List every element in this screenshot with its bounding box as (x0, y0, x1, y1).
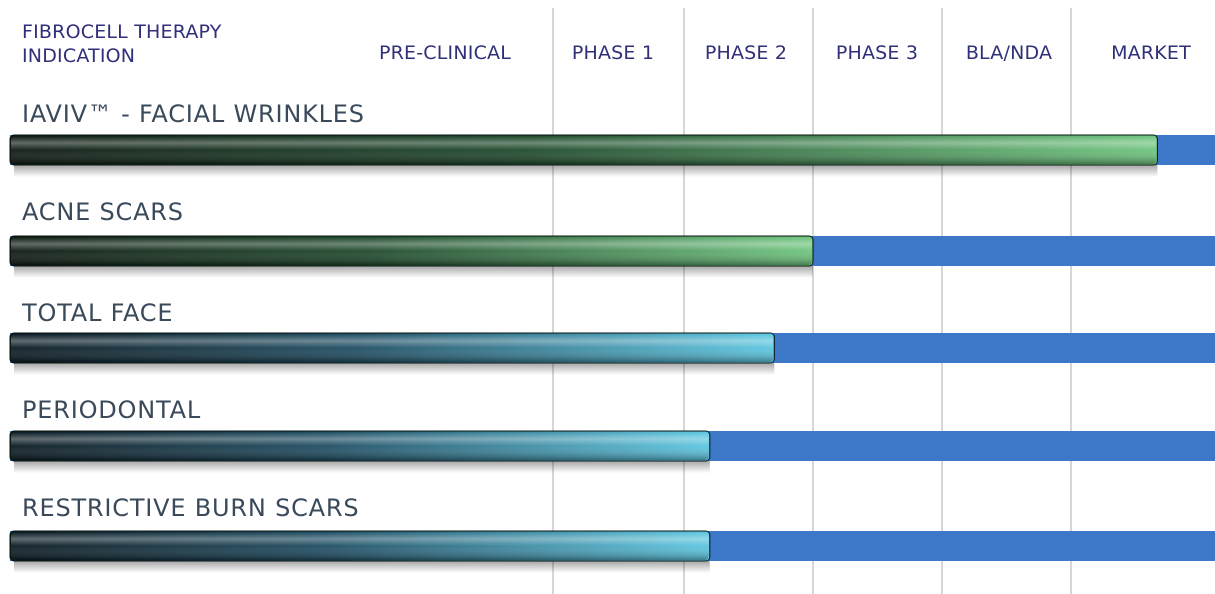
indication-label-4: RESTRICTIVE BURN SCARS (22, 494, 360, 522)
grid-line-5 (1070, 8, 1072, 594)
bar-shadow-4 (14, 561, 710, 573)
indication-column-header: FIBROCELL THERAPY INDICATION (22, 21, 222, 67)
bar-shadow-1 (14, 266, 813, 278)
grid-line-2 (683, 8, 685, 594)
bar-gloss-2 (11, 334, 774, 362)
phase-header-3: PHASE 3 (835, 42, 919, 64)
indication-label-0: IAVIV™ - FACIAL WRINKLES (22, 100, 365, 128)
phase-header-2: PHASE 2 (704, 42, 788, 64)
grid-line-4 (941, 8, 943, 594)
indication-label-2: TOTAL FACE (22, 299, 174, 327)
bar-gloss-4 (11, 532, 709, 560)
phase-header-5: MARKET (1111, 42, 1191, 64)
phase-header-4: BLA/NDA (965, 42, 1053, 64)
grid-line-1 (552, 8, 554, 594)
bar-gloss-0 (11, 136, 1157, 164)
phase-header-0: PRE-CLINICAL (378, 42, 512, 64)
bar-gloss-3 (11, 432, 709, 460)
indication-label-3: PERIODONTAL (22, 396, 201, 424)
bar-shadow-2 (14, 363, 775, 375)
bar-shadow-0 (14, 165, 1158, 177)
indication-label-1: ACNE SCARS (22, 198, 184, 226)
bar-gloss-1 (11, 237, 812, 265)
grid-line-3 (812, 8, 814, 594)
phase-header-1: PHASE 1 (571, 42, 655, 64)
bar-shadow-3 (14, 461, 710, 473)
